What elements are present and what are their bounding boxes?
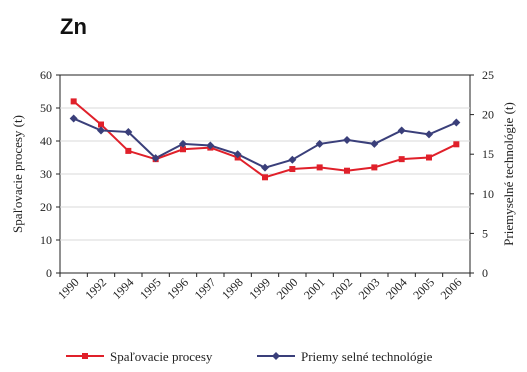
x-tick-label: 1999 [246, 275, 273, 302]
legend-marker-diamond [272, 352, 280, 360]
left-tick-label: 30 [40, 167, 52, 181]
legend-label-0: Spaľovacie procesy [110, 349, 213, 364]
legend: Spaľovacie procesy Priemy selné technológ… [66, 349, 433, 364]
x-tick-label: 2000 [274, 275, 301, 302]
data-point-spalovacie [398, 156, 405, 163]
gridlines [60, 107, 470, 241]
left-tick-label: 0 [46, 266, 52, 280]
data-point-priemyselne [124, 128, 133, 137]
right-tick-label: 15 [482, 147, 494, 161]
x-tick-label: 2006 [438, 275, 465, 302]
data-point-priemyselne [151, 154, 160, 163]
data-point-spalovacie [289, 166, 296, 173]
data-point-priemyselne [261, 163, 269, 172]
data-point-priemyselne [97, 126, 105, 135]
data-point-spalovacie [98, 121, 104, 128]
data-point-priemyselne [288, 155, 297, 164]
right-axis-ticks: 0 5 10 15 20 25 [470, 68, 494, 280]
chart-title: Zn [60, 14, 87, 39]
x-axis-ticks: 1990 1992 1994 1995 1996 1997 1998 1999 2000 2001… [55, 273, 471, 302]
legend-marker-square [82, 353, 88, 359]
left-tick-label: 10 [40, 233, 52, 247]
left-tick-label: 20 [40, 200, 52, 214]
x-tick-label: 2004 [383, 275, 410, 302]
x-tick-label: 1997 [192, 275, 219, 302]
left-tick-label: 50 [40, 101, 52, 115]
left-axis-ticks: 0 10 20 30 40 50 60 [40, 68, 60, 280]
x-tick-label: 1998 [219, 275, 246, 302]
x-tick-label: 2005 [410, 275, 437, 302]
right-tick-label: 5 [482, 226, 488, 240]
x-tick-label: 2001 [301, 275, 328, 302]
data-point-priemyselne [206, 141, 215, 150]
x-tick-label: 1994 [110, 275, 137, 302]
data-point-spalovacie [180, 146, 186, 153]
legend-label-1: Priemy selné technológie [301, 349, 433, 364]
data-point-spalovacie [453, 141, 460, 148]
right-tick-label: 20 [482, 108, 494, 122]
data-point-priemyselne [233, 150, 242, 159]
x-tick-label: 2003 [356, 275, 383, 302]
data-point-priemyselne [397, 126, 406, 135]
x-tick-label: 1990 [55, 275, 82, 302]
left-tick-label: 60 [40, 68, 52, 82]
data-point-priemyselne [452, 118, 461, 127]
x-tick-label: 1996 [164, 275, 191, 302]
data-point-priemyselne [425, 130, 433, 139]
data-point-spalovacie [125, 147, 132, 154]
y-axis-label-left: Spaľovacie procesy (t) [10, 115, 25, 233]
y-axis-label-right: Priemyselné technológie (t) [501, 102, 516, 246]
data-point-spalovacie [70, 98, 77, 105]
right-tick-label: 25 [482, 68, 494, 82]
data-point-priemyselne [370, 139, 379, 148]
left-tick-label: 40 [40, 134, 52, 148]
right-tick-label: 0 [482, 266, 488, 280]
data-point-priemyselne [69, 114, 78, 123]
right-tick-label: 10 [482, 187, 494, 201]
data-point-priemyselne [179, 139, 187, 148]
data-point-spalovacie [316, 164, 323, 171]
data-point-spalovacie [371, 164, 378, 171]
data-point-spalovacie [344, 167, 350, 174]
data-point-priemyselne [343, 135, 351, 144]
x-tick-label: 1992 [82, 275, 109, 302]
data-point-spalovacie [262, 174, 268, 181]
x-tick-label: 1995 [137, 275, 164, 302]
data-point-priemyselne [315, 139, 324, 148]
x-tick-label: 2002 [328, 275, 355, 302]
series-markers [69, 98, 461, 181]
data-point-spalovacie [426, 154, 432, 161]
